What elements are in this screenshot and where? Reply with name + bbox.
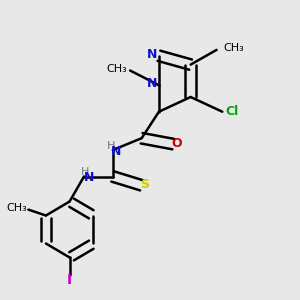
Text: CH₃: CH₃ bbox=[6, 203, 27, 213]
Text: O: O bbox=[172, 137, 182, 150]
Text: I: I bbox=[67, 273, 72, 286]
Text: N: N bbox=[146, 48, 157, 61]
Text: N: N bbox=[110, 145, 121, 158]
Text: N: N bbox=[84, 172, 94, 184]
Text: S: S bbox=[140, 178, 149, 191]
Text: Cl: Cl bbox=[226, 105, 239, 118]
Text: CH₃: CH₃ bbox=[224, 43, 244, 52]
Text: H: H bbox=[107, 142, 116, 152]
Text: H: H bbox=[81, 167, 90, 177]
Text: CH₃: CH₃ bbox=[106, 64, 127, 74]
Text: N: N bbox=[146, 77, 157, 90]
